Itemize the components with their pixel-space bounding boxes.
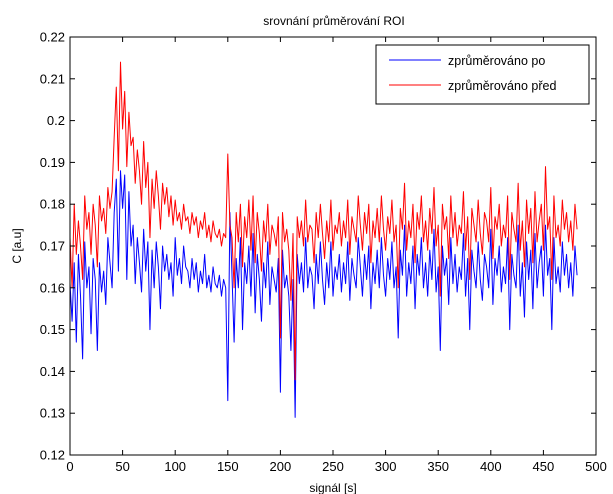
legend-label-series-1: zprůměrováno před [448,79,556,93]
legend: zprůměrováno po zprůměrováno před [375,44,590,105]
y-tick-label-7: 0.19 [40,155,65,170]
y-tick-label-10: 0.22 [40,30,65,45]
series-line-1 [69,61,578,381]
y-tick-label-3: 0.15 [40,322,65,337]
series-layer [69,61,578,418]
x-tick-label-6: 300 [375,459,397,474]
y-tick-label-5: 0.17 [40,239,65,254]
x-tick-label-7: 350 [427,459,449,474]
y-tick-label-8: 0.2 [47,113,65,128]
y-tick-label-1: 0.13 [40,406,65,421]
x-tick-label-8: 400 [480,459,502,474]
x-tick-label-4: 200 [270,459,292,474]
x-tick-label-3: 150 [217,459,239,474]
y-tick-label-4: 0.16 [40,280,65,295]
y-tick-label-2: 0.14 [40,364,65,379]
series-line-0 [69,170,578,418]
y-tick-label-6: 0.18 [40,197,65,212]
x-tick-label-0: 0 [66,459,73,474]
chart-title: srovnání průměrování ROI [263,14,404,28]
x-tick-label-10: 500 [585,459,607,474]
x-tick-label-5: 250 [322,459,344,474]
axes-layer: 0 50 100 150 200 250 300 350 400 450 500 0.12 0.13 0.… [40,30,607,475]
y-axis-title: C [a.u] [10,228,24,263]
legend-label-series-0: zprůměrováno po [448,54,545,68]
y-tick-label-0: 0.12 [40,448,65,463]
x-tick-label-1: 50 [115,459,129,474]
x-axis-title: signál [s] [309,481,356,494]
y-tick-label-9: 0.21 [40,71,65,86]
x-tick-label-9: 450 [533,459,555,474]
x-tick-label-2: 100 [164,459,186,474]
legend-box [375,44,590,105]
